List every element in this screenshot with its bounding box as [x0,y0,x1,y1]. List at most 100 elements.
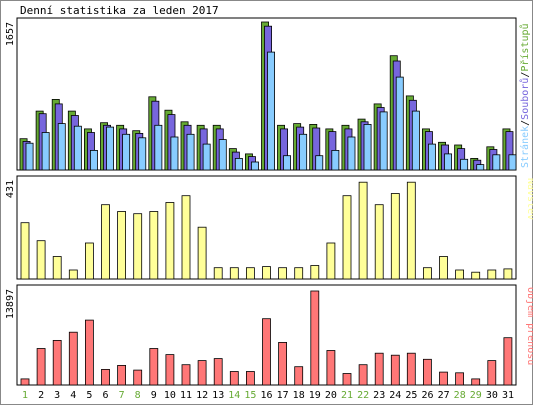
bar-Stránek-day-30 [492,154,501,171]
bar-panel1-day-20 [326,242,336,280]
x-tick-label-8: 8 [135,390,141,401]
bar-panel2-day-20 [326,350,336,386]
chart-title: Denní statistika za leden 2017 [20,4,219,17]
bar-Stránek-day-23 [379,111,388,171]
x-tick-label-17: 17 [277,390,289,401]
bar-Stránek-day-31 [508,154,517,171]
bar-panel2-day-13 [213,358,223,386]
bar-panel2-day-29 [471,378,481,386]
bar-Stránek-day-10 [170,136,179,171]
bar-panel1-day-10 [165,202,175,280]
legend-top: Stránek/Souborů/Přístupů [519,23,531,168]
x-tick-label-24: 24 [389,390,401,401]
bar-Stránek-day-1 [25,142,34,171]
x-tick-label-6: 6 [102,390,108,401]
x-tick-label-11: 11 [180,390,192,401]
bar-panel1-day-18 [294,267,304,280]
legend-item-4: Přístupů [519,23,531,71]
x-tick-label-21: 21 [341,390,353,401]
bar-Stránek-day-17 [283,155,291,171]
bar-Stránek-day-4 [73,125,82,171]
bar-panel2-day-5 [85,319,94,386]
bar-Stránek-day-7 [122,133,131,171]
x-tick-label-7: 7 [119,390,125,401]
bar-Stránek-day-24 [395,76,404,171]
legend-panel-2: Objem přenosů [525,287,533,365]
bar-panel2-day-27 [439,371,448,386]
legend-panel-1: Návštěv [525,178,533,220]
bar-Stránek-day-27 [444,153,452,171]
bar-Stránek-day-26 [427,143,436,171]
bar-Stránek-day-16 [267,51,275,171]
bar-panel1-day-17 [278,267,288,280]
y-max-label-2: 13897 [5,289,16,319]
bar-panel2-day-19 [310,290,320,386]
x-tick-label-18: 18 [293,390,305,401]
bar-Stránek-day-20 [331,149,340,171]
bar-panel2-day-6 [101,368,110,386]
bar-panel2-day-30 [487,360,497,386]
bar-Stránek-day-5 [90,149,98,171]
bar-panel2-day-10 [165,354,175,386]
bar-panel1-day-6 [101,204,110,280]
y-max-label-1: 431 [5,180,16,198]
bar-panel1-day-30 [487,269,497,280]
bar-panel2-day-9 [149,348,159,386]
panel-frame-1 [16,175,517,280]
x-tick-label-28: 28 [454,390,466,401]
bar-Stránek-day-9 [154,124,163,171]
bar-panel2-day-15 [245,371,255,386]
bar-panel1-day-29 [471,271,481,280]
legend-item-0: Stránek [519,126,531,168]
bar-panel1-day-26 [422,267,432,280]
x-tick-label-3: 3 [54,390,60,401]
legend-item-3: / [520,72,531,78]
bar-panel1-day-13 [213,267,223,280]
bar-Stránek-day-18 [299,133,308,171]
x-tick-label-14: 14 [228,390,240,401]
legend-item-2: Souborů [519,78,531,120]
x-tick-label-25: 25 [405,390,417,401]
bar-panel2-day-14 [229,371,239,386]
bar-panel1-day-21 [342,195,352,280]
bar-panel1-day-9 [149,211,159,280]
bar-panel2-day-2 [36,348,46,386]
x-tick-label-13: 13 [212,390,224,401]
bar-panel1-day-1 [20,222,30,280]
bar-panel2-day-18 [294,366,304,386]
bar-panel2-day-23 [374,352,384,386]
bar-panel1-day-19 [310,265,320,280]
x-tick-label-19: 19 [309,390,321,401]
bar-Stránek-day-14 [234,157,243,171]
bar-Stránek-day-3 [57,123,66,171]
bar-panel2-day-22 [358,364,368,386]
bar-Stránek-day-12 [202,143,211,171]
legend-item-1: / [520,120,531,126]
x-tick-label-15: 15 [244,390,256,401]
bar-panel2-day-16 [262,318,271,386]
x-tick-label-29: 29 [470,390,482,401]
bar-panel2-day-3 [52,339,62,386]
bar-panel2-day-21 [342,373,352,386]
bar-panel1-day-31 [503,268,513,280]
bar-panel2-day-8 [133,369,143,386]
bar-Stránek-day-19 [315,155,324,171]
y-max-label-0: 1657 [5,22,16,46]
bar-panel1-day-8 [133,213,143,280]
bar-panel2-day-25 [406,352,416,386]
bar-panel2-day-4 [68,331,78,386]
bar-Stránek-day-6 [106,126,114,171]
x-tick-label-30: 30 [486,390,498,401]
bar-Stránek-day-2 [41,132,50,171]
bar-Stránek-day-8 [138,137,147,171]
bar-panel1-day-15 [245,267,255,280]
bar-panel1-day-25 [406,181,416,280]
bar-panel2-day-12 [197,360,207,386]
bar-panel1-day-14 [229,267,239,280]
bar-panel2-day-1 [20,378,30,386]
x-tick-label-4: 4 [70,390,76,401]
bar-panel2-day-26 [422,358,432,386]
bar-Stránek-day-11 [186,133,195,171]
x-tick-label-16: 16 [260,390,272,401]
